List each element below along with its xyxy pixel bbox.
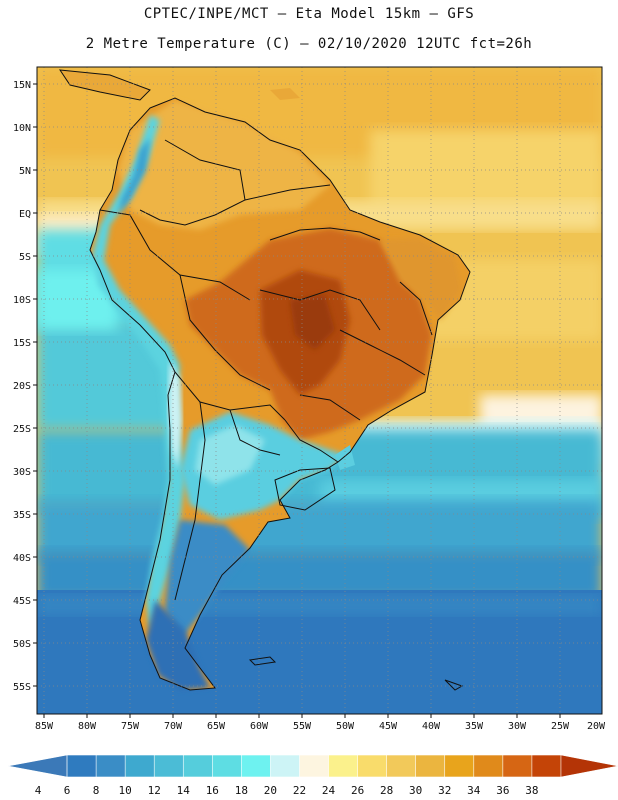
colorbar-tick-label: 6 [64, 784, 71, 797]
colorbar: 4 6 8 10 12 14 16 18 20 22 24 26 28 30 32 34 36 38 [7, 754, 618, 797]
colorbar-swatch [153, 754, 185, 778]
colorbar-tick-label: 4 [35, 784, 42, 797]
colorbar-tick-label: 30 [409, 784, 422, 797]
colorbar-swatch [386, 754, 417, 778]
lat-label: 5S [19, 252, 31, 263]
colorbar-swatch [502, 754, 533, 778]
lat-label: 20S [13, 381, 31, 392]
colorbar-swatch [124, 754, 156, 778]
colorbar-tick-label: 32 [438, 784, 451, 797]
lon-label: 65W [207, 721, 226, 732]
lat-label: 15N [13, 80, 31, 91]
lat-label: 40S [13, 553, 31, 564]
lat-label: 10S [13, 295, 31, 306]
colorbar-tick-label: 20 [264, 784, 277, 797]
colorbar-tick-label: 18 [235, 784, 248, 797]
lon-label: 25W [551, 721, 570, 732]
colorbar-tick-label: 12 [148, 784, 161, 797]
colorbar-tick-label: 24 [322, 784, 336, 797]
colorbar-swatch [7, 754, 68, 778]
lon-label: 85W [35, 721, 54, 732]
lon-label: 30W [508, 721, 527, 732]
lon-label: 35W [465, 721, 484, 732]
colorbar-tick-label: 26 [351, 784, 364, 797]
lat-label: 35S [13, 510, 31, 521]
lon-label: 40W [422, 721, 441, 732]
colorbar-swatch [444, 754, 475, 778]
colorbar-swatch [531, 754, 562, 778]
map-subtitle: 2 Metre Temperature (C) – 02/10/2020 12U… [85, 36, 533, 52]
colorbar-tick-label: 14 [177, 784, 191, 797]
colorbar-tick-label: 16 [206, 784, 219, 797]
lon-label: 60W [250, 721, 269, 732]
lon-label: 75W [121, 721, 140, 732]
colorbar-tick-label: 38 [525, 784, 538, 797]
map-title: CPTEC/INPE/MCT – Eta Model 15km – GFS [143, 6, 475, 22]
colorbar-tick-label: 22 [293, 784, 306, 797]
lon-label: 55W [293, 721, 312, 732]
colorbar-swatch [212, 754, 243, 778]
lon-label: 80W [78, 721, 97, 732]
colorbar-swatch [66, 754, 97, 778]
temperature-field [37, 67, 602, 714]
lat-label: 5N [19, 166, 31, 177]
lat-label: EQ [19, 209, 31, 220]
lon-label: 20W [587, 721, 606, 732]
colorbar-swatch [95, 754, 126, 778]
lat-label: 30S [13, 467, 31, 478]
lat-label: 25S [13, 424, 31, 435]
colorbar-swatch [299, 754, 330, 778]
colorbar-swatch [270, 754, 301, 778]
colorbar-swatch [182, 754, 214, 778]
colorbar-tick-label: 36 [496, 784, 509, 797]
colorbar-tick-label: 10 [119, 784, 132, 797]
map-frame [36, 66, 603, 715]
lat-label: 55S [13, 682, 31, 693]
lon-label: 70W [164, 721, 183, 732]
lat-label: 50S [13, 639, 31, 650]
axis-ticks [33, 83, 561, 718]
lon-label: 50W [336, 721, 355, 732]
colorbar-swatch [415, 754, 446, 778]
lon-label: 45W [379, 721, 398, 732]
colorbar-tick-label: 34 [467, 784, 481, 797]
colorbar-swatch [473, 754, 504, 778]
lat-label: 10N [13, 123, 31, 134]
lat-label: 15S [13, 338, 31, 349]
colorbar-swatch [241, 754, 272, 778]
longitude-labels: 85W 80W 75W 70W 65W 60W 55W 50W 45W 40W … [35, 721, 606, 732]
lat-label: 45S [13, 596, 31, 607]
colorbar-tick-label: 8 [93, 784, 100, 797]
colorbar-swatch [357, 754, 388, 778]
colorbar-swatch [328, 754, 359, 778]
colorbar-tick-label: 28 [380, 784, 393, 797]
country-borders [58, 69, 471, 691]
colorbar-swatch [560, 754, 618, 778]
latitude-labels: 15N 10N 5N EQ 5S 10S 15S 20S 25S 30S 35S… [13, 80, 31, 693]
